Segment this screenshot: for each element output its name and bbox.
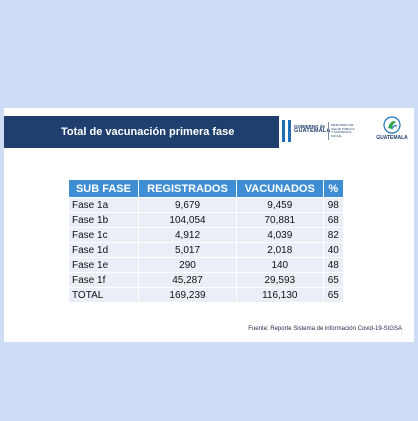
cell-vacunados: 2,018 <box>237 243 323 257</box>
government-name: GOBIERNO de GUATEMALA <box>294 124 331 134</box>
header-vacunados: VACUNADOS <box>237 180 323 197</box>
cell-percent: 65 <box>323 288 343 302</box>
table-row: Fase 1d 5,017 2,018 40 <box>69 243 343 257</box>
cell-vacunados: 116,130 <box>237 288 323 302</box>
cell-vacunados: 140 <box>237 258 323 272</box>
table-row: Fase 1f 45,287 29,593 65 <box>69 273 343 287</box>
cell-registrados: 290 <box>138 258 237 272</box>
cell-percent: 68 <box>323 213 343 227</box>
cell-registrados: 4,912 <box>138 228 237 242</box>
table-row: Fase 1c 4,912 4,039 82 <box>69 228 343 242</box>
cell-vacunados: 9,459 <box>237 198 323 212</box>
cell-registrados: 5,017 <box>138 243 237 257</box>
slide-title: Total de vacunación primera fase <box>61 126 235 138</box>
vaccination-table: SUB FASE REGISTRADOS VACUNADOS % Fase 1a… <box>68 179 344 303</box>
country-name: GUATEMALA <box>376 135 408 141</box>
table-total-row: TOTAL 169,239 116,130 65 <box>69 288 343 302</box>
cell-sub-fase: Fase 1b <box>69 213 138 227</box>
cell-percent: 48 <box>323 258 343 272</box>
cell-percent: 65 <box>323 273 343 287</box>
cell-registrados: 169,239 <box>138 288 237 302</box>
header-registrados: REGISTRADOS <box>138 180 237 197</box>
table-header-row: SUB FASE REGISTRADOS VACUNADOS % <box>69 180 343 197</box>
cell-percent: 82 <box>323 228 343 242</box>
header-percent: % <box>323 180 343 197</box>
table-row: Fase 1e 290 140 48 <box>69 258 343 272</box>
cell-sub-fase: Fase 1f <box>69 273 138 287</box>
title-banner: Total de vacunación primera fase <box>4 116 279 148</box>
cell-registrados: 104,054 <box>138 213 237 227</box>
cell-sub-fase: Fase 1c <box>69 228 138 242</box>
country-tagline: · · · · · · · · <box>386 141 398 144</box>
cell-registrados: 9,679 <box>138 198 237 212</box>
cell-registrados: 45,287 <box>138 273 237 287</box>
cell-sub-fase: Fase 1a <box>69 198 138 212</box>
cell-percent: 98 <box>323 198 343 212</box>
cell-percent: 40 <box>323 243 343 257</box>
government-logo: GOBIERNO de GUATEMALA MINISTERIO DE SALU… <box>282 119 362 145</box>
ministry-name: MINISTERIO DE SALUD PÚBLICA Y ASISTENCIA… <box>331 123 355 138</box>
logo-divider <box>328 122 329 140</box>
slide: Total de vacunación primera fase GOBIERN… <box>4 108 414 342</box>
cell-vacunados: 29,593 <box>237 273 323 287</box>
cell-sub-fase: Fase 1e <box>69 258 138 272</box>
cell-vacunados: 4,039 <box>237 228 323 242</box>
guatemala-logo: GUATEMALA · · · · · · · · <box>374 116 410 150</box>
flag-bars-icon <box>282 120 291 142</box>
cell-sub-fase: Fase 1d <box>69 243 138 257</box>
table-row: Fase 1a 9,679 9,459 98 <box>69 198 343 212</box>
header-sub-fase: SUB FASE <box>69 180 138 197</box>
table-row: Fase 1b 104,054 70,881 68 <box>69 213 343 227</box>
cell-sub-fase: TOTAL <box>69 288 138 302</box>
quetzal-emblem-icon <box>383 116 401 134</box>
source-note: Fuente: Reporte Sistema de información C… <box>248 326 402 332</box>
cell-vacunados: 70,881 <box>237 213 323 227</box>
